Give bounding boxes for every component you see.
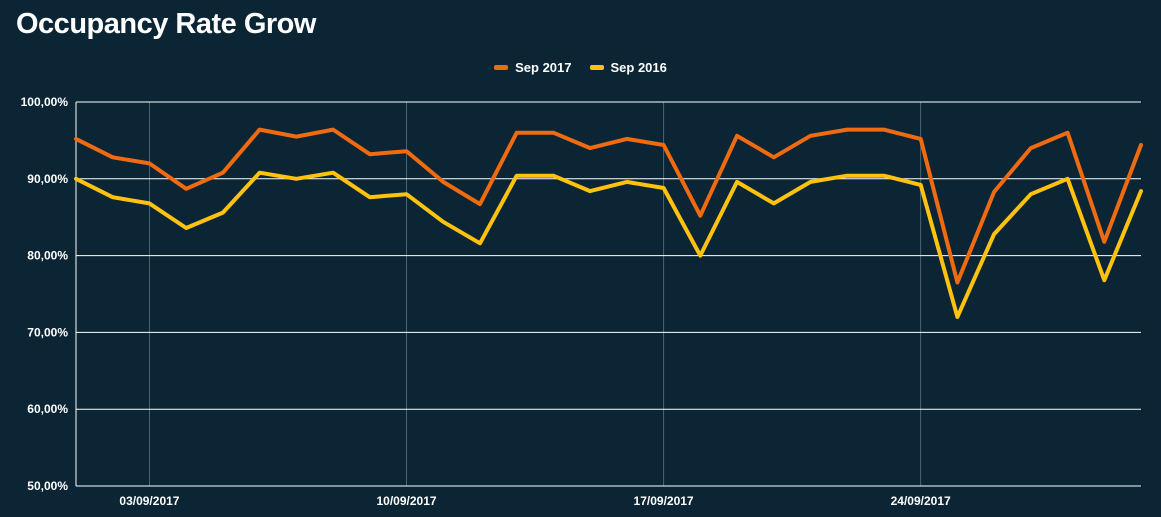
x-tick-label: 10/09/2017: [376, 494, 436, 508]
legend-item-sep-2016[interactable]: Sep 2016: [589, 60, 667, 75]
legend-item-sep-2017[interactable]: Sep 2017: [494, 60, 572, 75]
y-tick-label: 60,00%: [27, 402, 68, 416]
legend-label-sep-2016: Sep 2016: [610, 60, 667, 75]
y-tick-label: 70,00%: [27, 325, 68, 339]
x-tick-label: 03/09/2017: [119, 494, 179, 508]
series-line-sep-2017: [74, 127, 1143, 285]
series-line-sep-2016: [74, 170, 1143, 319]
x-tick-label: 17/09/2017: [634, 494, 694, 508]
legend-swatch-sep-2017: [494, 65, 509, 70]
x-tick-label: 24/09/2017: [891, 494, 951, 508]
legend: Sep 2017 Sep 2016: [0, 60, 1161, 75]
y-tick-label: 50,00%: [27, 479, 68, 493]
y-tick-label: 80,00%: [27, 249, 68, 263]
chart-title: Occupancy Rate Grow: [16, 8, 316, 40]
y-tick-label: 90,00%: [27, 172, 68, 186]
legend-swatch-sep-2016: [589, 65, 604, 70]
y-tick-label: 100,00%: [21, 95, 69, 109]
legend-label-sep-2017: Sep 2017: [515, 60, 572, 75]
